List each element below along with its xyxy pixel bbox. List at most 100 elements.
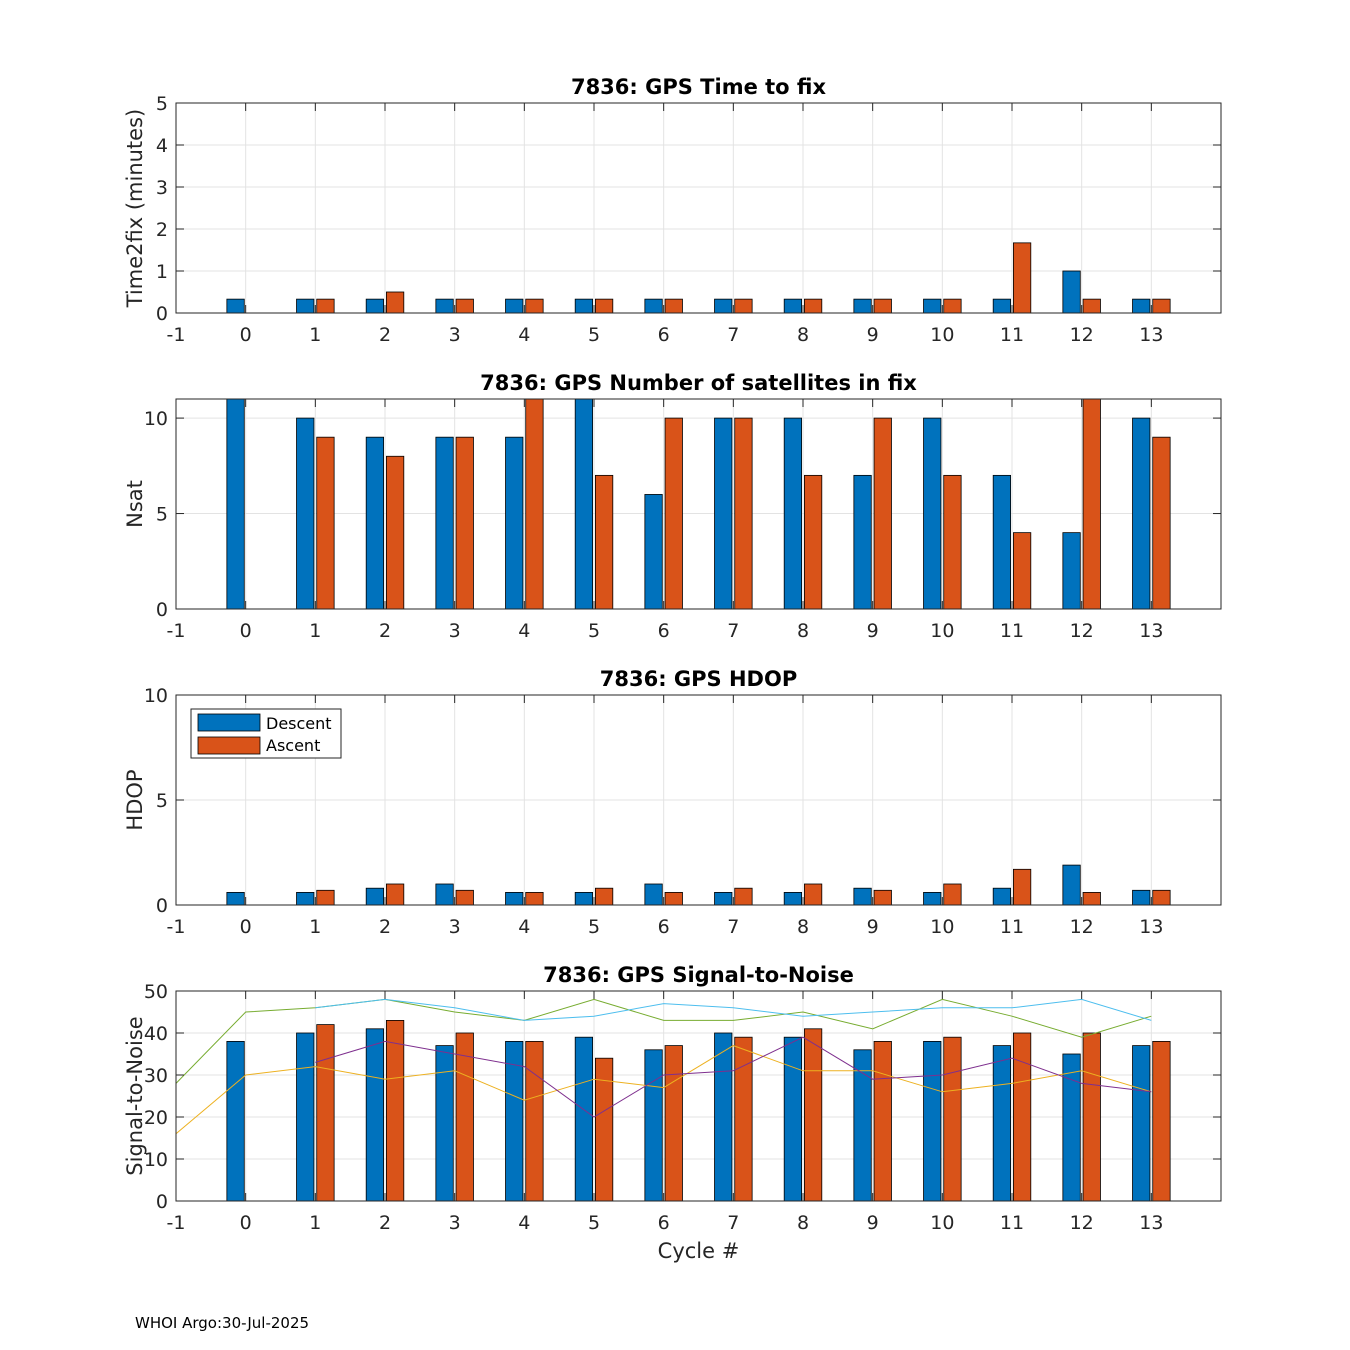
x-tick-label: 7 <box>727 916 739 938</box>
plot-area <box>176 103 1221 313</box>
descent-bar <box>574 298 594 314</box>
ascent-bar <box>455 1032 474 1202</box>
x-tick-label: 9 <box>867 1212 879 1234</box>
descent-bar <box>783 892 803 906</box>
ascent-bar <box>943 298 962 314</box>
ascent-bar <box>525 298 544 314</box>
descent-bar <box>365 436 385 610</box>
x-tick-label: 5 <box>588 1212 600 1234</box>
ascent-bar <box>1082 1032 1101 1202</box>
descent-bar <box>923 298 942 314</box>
ascent-bar <box>664 1045 683 1202</box>
x-tick-label: 11 <box>1000 1212 1024 1234</box>
descent-bar <box>992 298 1012 314</box>
y-tick-label: 3 <box>156 177 168 199</box>
chart-title: 7836: GPS HDOP <box>600 667 797 691</box>
legend-swatch-ascent <box>197 736 261 755</box>
descent-bar <box>365 298 385 314</box>
ascent-bar <box>664 417 683 610</box>
x-tick-label: 13 <box>1139 916 1163 938</box>
x-tick-label: 11 <box>1000 324 1024 346</box>
ascent-bar <box>385 1020 405 1202</box>
x-tick-label: 4 <box>518 1212 530 1234</box>
ascent-bar <box>664 892 683 906</box>
y-axis-label: HDOP <box>123 769 147 830</box>
x-tick-label: 5 <box>588 916 600 938</box>
descent-bar <box>714 1032 733 1202</box>
descent-bar <box>505 892 524 906</box>
ascent-bar <box>316 298 335 314</box>
x-tick-label: 8 <box>797 620 809 642</box>
y-tick-label: 5 <box>156 504 168 526</box>
y-tick-label: 0 <box>156 895 168 917</box>
descent-bar <box>853 1049 872 1202</box>
ascent-bar <box>316 1024 335 1202</box>
x-tick-label: 0 <box>240 324 252 346</box>
ascent-bar <box>873 417 892 610</box>
x-tick-label: 8 <box>797 1212 809 1234</box>
descent-bar <box>296 417 315 610</box>
plot-area <box>176 399 1221 609</box>
y-tick-label: 10 <box>144 408 168 430</box>
descent-bar <box>992 1045 1012 1202</box>
y-tick-label: 0 <box>156 599 168 621</box>
descent-bar <box>226 398 245 610</box>
ascent-bar <box>803 1028 823 1202</box>
descent-bar <box>505 1041 524 1202</box>
x-tick-label: 6 <box>658 1212 670 1234</box>
descent-bar <box>853 887 872 906</box>
descent-bar <box>853 298 872 314</box>
x-tick-label: 10 <box>930 620 954 642</box>
x-tick-label: 13 <box>1139 620 1163 642</box>
snr-trace-line <box>175 1045 1152 1135</box>
descent-bar <box>226 1041 245 1202</box>
x-tick-label: 3 <box>449 620 461 642</box>
descent-bar <box>714 298 733 314</box>
x-tick-label: 2 <box>379 324 391 346</box>
ascent-bar <box>525 398 544 610</box>
x-tick-label: 1 <box>309 916 321 938</box>
axes-box <box>175 102 1222 314</box>
ascent-bar <box>594 298 614 314</box>
ascent-bar <box>455 298 474 314</box>
ascent-bar <box>1152 298 1171 314</box>
x-tick-label: 0 <box>240 620 252 642</box>
axes-box <box>175 990 1222 1202</box>
ascent-bar <box>664 298 683 314</box>
ascent-bar <box>316 436 335 610</box>
x-tick-label: 7 <box>727 620 739 642</box>
descent-bar <box>992 887 1012 906</box>
descent-bar <box>714 892 733 906</box>
ascent-bar <box>873 298 892 314</box>
descent-bar <box>365 887 385 906</box>
x-tick-label: 2 <box>379 620 391 642</box>
descent-bar <box>1062 270 1081 314</box>
ascent-bar <box>1152 889 1171 906</box>
ascent-bar <box>1152 1041 1171 1202</box>
snr-trace-line <box>315 998 1152 1021</box>
x-tick-label: 6 <box>658 916 670 938</box>
x-tick-label: 13 <box>1139 324 1163 346</box>
descent-bar <box>574 1036 594 1202</box>
legend-label-descent: Descent <box>266 714 332 733</box>
ascent-bar <box>594 474 614 610</box>
x-tick-label: -1 <box>167 620 186 642</box>
descent-bar <box>644 298 663 314</box>
footer-credit: WHOI Argo:30-Jul-2025 <box>135 1314 310 1332</box>
y-tick-label: 4 <box>156 135 168 157</box>
x-tick-label: 7 <box>727 1212 739 1234</box>
descent-bar <box>1132 417 1151 610</box>
ascent-bar <box>943 883 962 906</box>
x-tick-label: 6 <box>658 324 670 346</box>
descent-bar <box>853 474 872 610</box>
ascent-bar <box>803 474 823 610</box>
x-tick-label: 1 <box>309 620 321 642</box>
ascent-bar <box>316 889 335 906</box>
ascent-bar <box>455 889 474 906</box>
x-tick-label: 1 <box>309 1212 321 1234</box>
y-axis-label: Signal-to-Noise <box>123 1016 147 1175</box>
